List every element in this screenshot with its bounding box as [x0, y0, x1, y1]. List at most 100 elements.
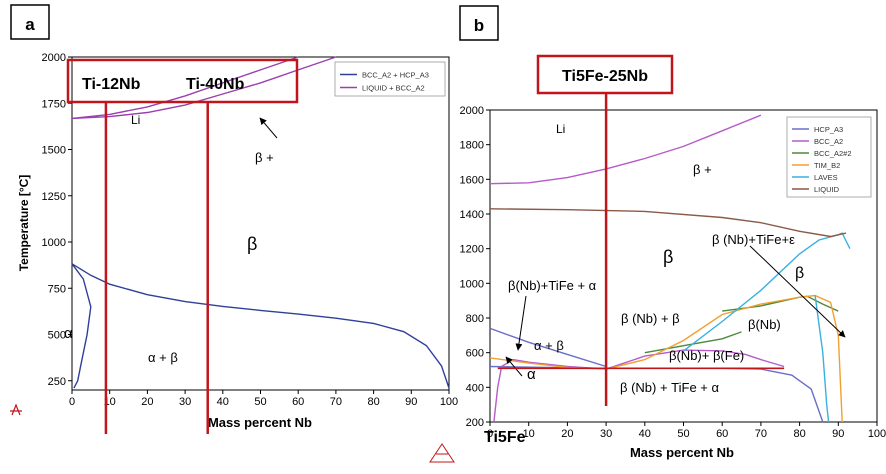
panel-b-legend: HCP_A3 BCC_A2 BCC_A2#2 TIM_B2 LAVES LIQUID — [786, 116, 872, 198]
panel-a-alloy-label-box — [66, 58, 299, 104]
panel-b-annotation-beta-nb-beta: β (Nb) + β — [621, 311, 680, 326]
x-tick-label: 90 — [832, 428, 844, 440]
panel-b-ticks: 0 10 20 30 40 50 60 70 80 90 100 200 400 600 800 1000 12… — [460, 105, 886, 440]
series-line-liquid-bcc-a2 — [71, 56, 299, 120]
panel-a-label: a — [25, 15, 35, 34]
panel-b-annotation-alpha: α — [527, 366, 536, 383]
chart-panel-a: 0 10 20 30 40 50 60 70 80 90 100250500750100012501… — [17, 52, 458, 434]
panel-b-label: b — [474, 16, 484, 35]
y-tick-label: 800 — [466, 313, 484, 325]
y-tick-label: 750 — [48, 283, 66, 295]
panel-b-label-box: b — [459, 5, 499, 41]
x-tick-label: 70 — [755, 428, 767, 440]
panel-b-annotation-arrow-3 — [505, 356, 523, 377]
panel-b-annotation-beta-right: β — [795, 265, 804, 282]
panel-b-annotation-beta: β — [663, 247, 673, 267]
panel-a-composition-markers — [104, 102, 209, 434]
series-line-laves — [814, 295, 830, 423]
panel-b-annotation-beta-nb-tife-alpha-2: β (Nb) + TiFe + α — [620, 380, 720, 395]
y-tick-label: 1250 — [42, 191, 66, 203]
y-tick-label: 2000 — [460, 105, 484, 117]
panel-b-alloy-1-label: Ti5Fe-25Nb — [562, 68, 648, 85]
panel-b-series — [489, 114, 851, 423]
panel-b-x-axis-label: Mass percent Nb — [630, 445, 734, 460]
panel-a-annotation-arrow — [259, 117, 278, 139]
panel-a-annotation-alpha-beta: α + β — [148, 350, 178, 365]
y-tick-label: 1500 — [42, 145, 66, 157]
panel-b-alloy-label-box — [536, 54, 674, 95]
panel-a-series — [71, 56, 450, 389]
y-tick-label: 1400 — [460, 209, 484, 221]
chart-panel-b: 0 10 20 30 40 50 60 70 80 90 100 200 400 600 800 1000 12… — [460, 54, 886, 460]
panel-b-annotation-arrow-2 — [515, 295, 527, 351]
legend-entry: LAVES — [814, 173, 838, 182]
x-tick-label: 20 — [561, 428, 573, 440]
x-tick-label: 60 — [292, 396, 304, 408]
x-tick-label: 20 — [141, 396, 153, 408]
y-tick-label: 1600 — [460, 174, 484, 186]
panel-b-composition-markers — [497, 93, 785, 406]
panel-a-alloy-1-label: Ti-12Nb — [82, 76, 141, 93]
legend-entry: TIM_B2 — [814, 161, 840, 170]
legend-entry: HCP_A3 — [814, 125, 843, 134]
x-tick-label: 0 — [487, 428, 493, 440]
x-tick-label: 50 — [254, 396, 266, 408]
legend-box — [334, 61, 446, 97]
legend-entry: LIQUID — [814, 185, 840, 194]
y-tick-label: 1000 — [460, 278, 484, 290]
legend-entry: BCC_A2 — [814, 137, 843, 146]
logo-mark-left — [10, 403, 22, 416]
y-tick-label: 1800 — [460, 140, 484, 152]
y-tick-label: 600 — [466, 348, 484, 360]
x-tick-label: 100 — [440, 396, 458, 408]
y-tick-label: 1200 — [460, 244, 484, 256]
panel-a-legend: BCC_A2 + HCP_A3 LIQUID + BCC_A2 — [334, 61, 446, 97]
panel-b-annotation-beta-nb: β(Nb) — [748, 317, 781, 332]
panel-a-label-box: a — [10, 4, 50, 40]
x-tick-label: 10 — [523, 428, 535, 440]
y-tick-label: 500 — [48, 330, 66, 342]
legend-entry: BCC_A2 + HCP_A3 — [362, 71, 429, 80]
panel-a-annotation-beta: β — [247, 234, 257, 254]
series-line-bcc-a2 — [493, 358, 607, 423]
panel-b-base-label: Ti5Fe — [484, 429, 526, 446]
panel-b-annotation-li: Li — [556, 122, 565, 136]
series-line-tim-b2 — [605, 294, 843, 423]
panel-a-y-axis-label: Temperature [°C] — [17, 175, 31, 272]
panel-b-annotation-beta-nb-beta-fe: β(Nb)+ β(Fe) — [669, 348, 744, 363]
panel-b-annotation-beta-nb-tife-e: β (Nb)+TiFe+ε — [712, 232, 795, 247]
y-tick-label: 1000 — [42, 237, 66, 249]
x-tick-label: 50 — [677, 428, 689, 440]
series-line-bcc-a2-2 — [644, 331, 742, 354]
y-tick-label: 250 — [48, 376, 66, 388]
x-tick-label: 40 — [217, 396, 229, 408]
panel-b-annotation-beta-plus: β + — [693, 162, 712, 177]
panel-a-alloy-2-label: Ti-40Nb — [186, 76, 245, 93]
x-tick-label: 30 — [179, 396, 191, 408]
series-line-bcc-a2 — [605, 349, 785, 370]
panel-a-x-axis-label: Mass percent Nb — [208, 415, 312, 430]
x-tick-label: 80 — [793, 428, 805, 440]
series-line-hcp-a3 — [489, 327, 607, 368]
x-tick-label: 30 — [600, 428, 612, 440]
x-tick-label: 90 — [405, 396, 417, 408]
legend-entry: LIQUID + BCC_A2 — [362, 84, 425, 93]
y-tick-label: 200 — [466, 417, 484, 429]
logo-mark-bottom — [429, 443, 455, 463]
x-tick-label: 60 — [716, 428, 728, 440]
panel-a-annotation-beta-plus: β + — [255, 150, 274, 165]
panel-b-annotation-beta-nb-tife-alpha: β(Nb)+TiFe + α — [508, 278, 597, 293]
y-tick-label: 2000 — [42, 52, 66, 64]
series-line-bcc-a2-hcp-a3 — [71, 263, 92, 389]
panel-b-annotation-alpha-beta: α + β — [534, 338, 564, 353]
series-line-liquid — [489, 208, 847, 238]
legend-entry: BCC_A2#2 — [814, 149, 852, 158]
panel-b-annotation-arrow-1 — [749, 245, 846, 338]
x-tick-label: 40 — [639, 428, 651, 440]
x-tick-label: 0 — [69, 396, 75, 408]
x-tick-label: 100 — [868, 428, 886, 440]
y-tick-label: 400 — [466, 382, 484, 394]
legend-box — [786, 116, 872, 198]
y-tick-label: 1750 — [42, 98, 66, 110]
